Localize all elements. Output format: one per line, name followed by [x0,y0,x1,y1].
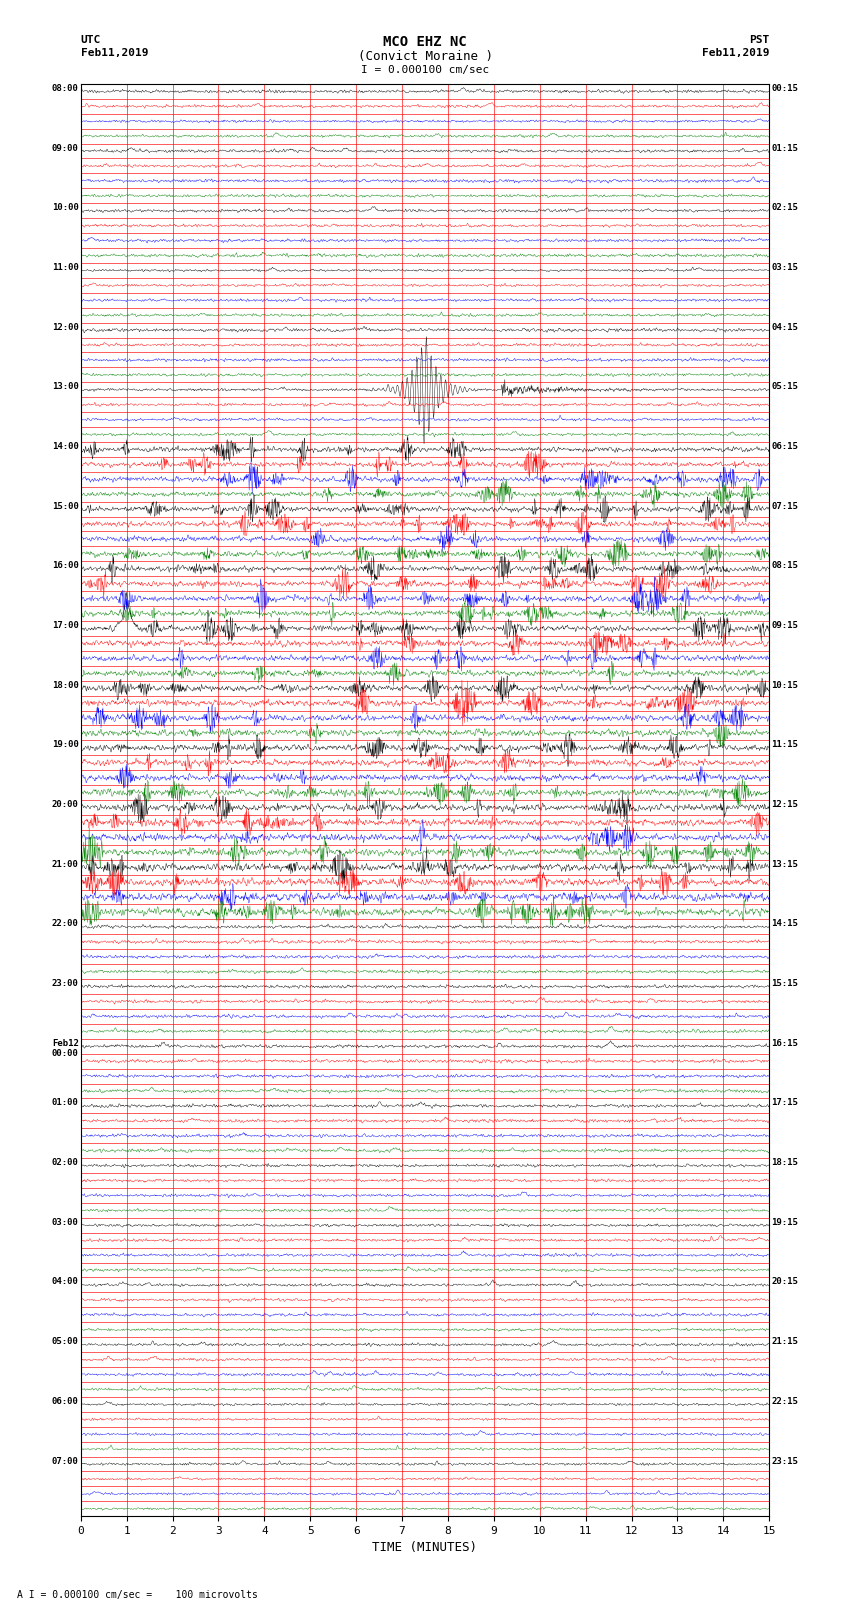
Text: 11:15: 11:15 [771,740,798,750]
Text: 05:15: 05:15 [771,382,798,392]
Text: PST: PST [749,35,769,45]
Text: 00:15: 00:15 [771,84,798,94]
Text: 06:00: 06:00 [52,1397,79,1407]
Text: 18:15: 18:15 [771,1158,798,1168]
Text: 04:15: 04:15 [771,323,798,332]
Text: 08:15: 08:15 [771,561,798,571]
Text: 01:00: 01:00 [52,1098,79,1108]
Text: (Convict Moraine ): (Convict Moraine ) [358,50,492,63]
Text: 16:15: 16:15 [771,1039,798,1048]
Text: 11:00: 11:00 [52,263,79,273]
Text: 15:15: 15:15 [771,979,798,989]
Text: 17:15: 17:15 [771,1098,798,1108]
Text: I = 0.000100 cm/sec: I = 0.000100 cm/sec [361,65,489,74]
Text: Feb11,2019: Feb11,2019 [81,48,148,58]
Text: 12:00: 12:00 [52,323,79,332]
Text: 10:15: 10:15 [771,681,798,690]
Text: 18:00: 18:00 [52,681,79,690]
Text: 19:00: 19:00 [52,740,79,750]
Text: 02:15: 02:15 [771,203,798,213]
Text: 14:00: 14:00 [52,442,79,452]
Text: 03:15: 03:15 [771,263,798,273]
Text: 20:00: 20:00 [52,800,79,810]
Text: 15:00: 15:00 [52,502,79,511]
Text: 07:00: 07:00 [52,1457,79,1466]
Text: 23:15: 23:15 [771,1457,798,1466]
Text: 21:00: 21:00 [52,860,79,869]
Text: 05:00: 05:00 [52,1337,79,1347]
Text: 21:15: 21:15 [771,1337,798,1347]
Text: 17:00: 17:00 [52,621,79,631]
Text: A I = 0.000100 cm/sec =    100 microvolts: A I = 0.000100 cm/sec = 100 microvolts [17,1590,258,1600]
Text: 16:00: 16:00 [52,561,79,571]
Text: MCO EHZ NC: MCO EHZ NC [383,35,467,50]
Text: 22:15: 22:15 [771,1397,798,1407]
Text: 04:00: 04:00 [52,1277,79,1287]
Text: 03:00: 03:00 [52,1218,79,1227]
Text: 14:15: 14:15 [771,919,798,929]
Text: 13:00: 13:00 [52,382,79,392]
Text: 09:15: 09:15 [771,621,798,631]
Text: UTC: UTC [81,35,101,45]
Text: 22:00: 22:00 [52,919,79,929]
Text: 07:15: 07:15 [771,502,798,511]
Text: 06:15: 06:15 [771,442,798,452]
Text: 10:00: 10:00 [52,203,79,213]
Text: 13:15: 13:15 [771,860,798,869]
Text: 01:15: 01:15 [771,144,798,153]
X-axis label: TIME (MINUTES): TIME (MINUTES) [372,1542,478,1555]
Text: 23:00: 23:00 [52,979,79,989]
Text: Feb11,2019: Feb11,2019 [702,48,769,58]
Text: 19:15: 19:15 [771,1218,798,1227]
Text: Feb12
00:00: Feb12 00:00 [52,1039,79,1058]
Text: 09:00: 09:00 [52,144,79,153]
Text: 20:15: 20:15 [771,1277,798,1287]
Text: 02:00: 02:00 [52,1158,79,1168]
Text: 08:00: 08:00 [52,84,79,94]
Text: 12:15: 12:15 [771,800,798,810]
